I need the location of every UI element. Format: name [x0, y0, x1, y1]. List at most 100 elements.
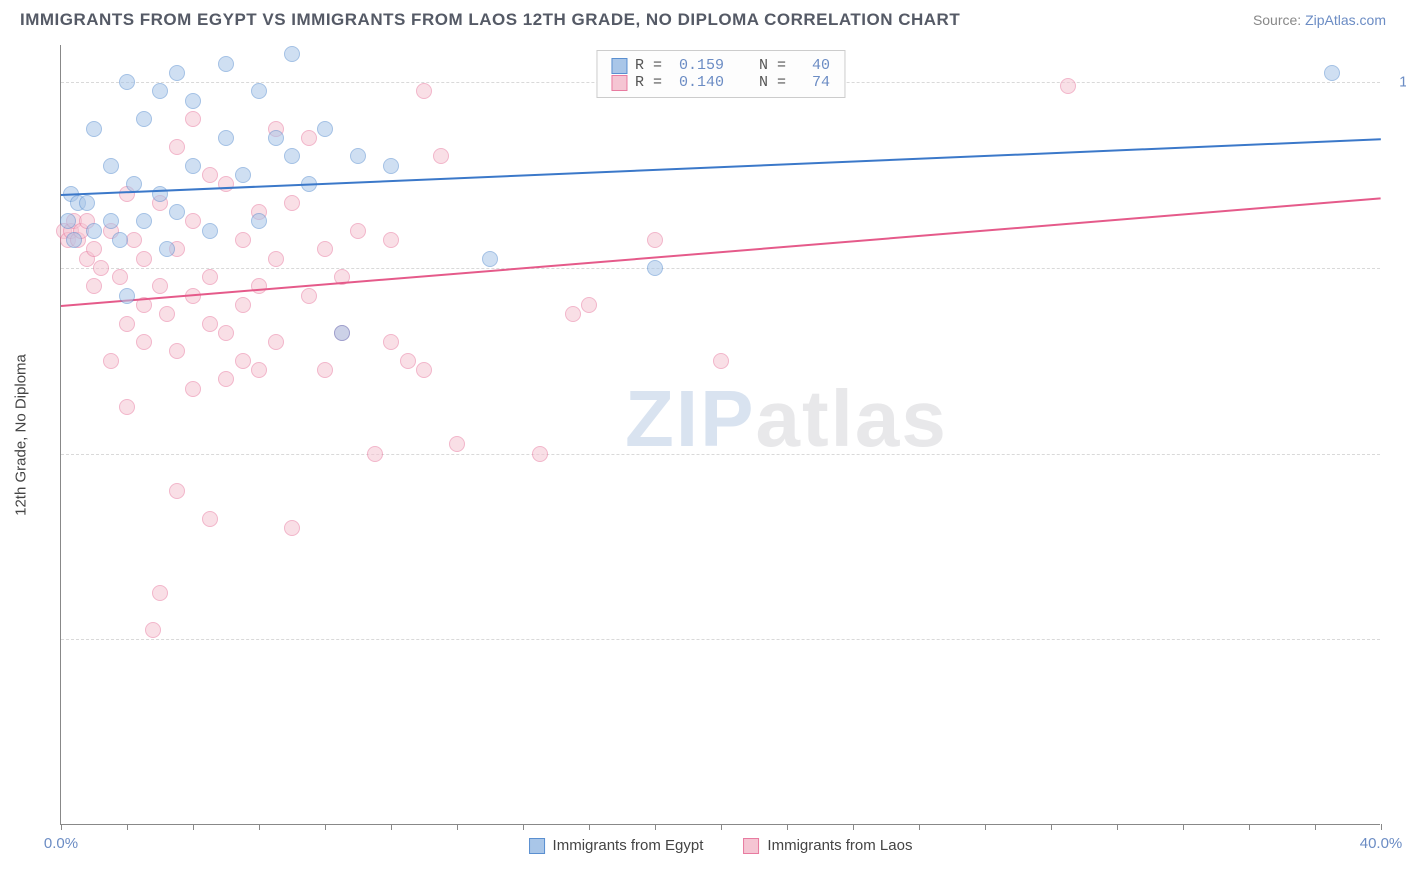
- scatter-point: [136, 334, 152, 350]
- scatter-point: [60, 213, 76, 229]
- scatter-point: [86, 223, 102, 239]
- scatter-point: [532, 446, 548, 462]
- scatter-point: [93, 260, 109, 276]
- scatter-point: [202, 223, 218, 239]
- scatter-point: [119, 74, 135, 90]
- x-tick-mark: [259, 824, 260, 830]
- gridline-horizontal: [61, 454, 1380, 455]
- scatter-point: [103, 353, 119, 369]
- scatter-point: [647, 232, 663, 248]
- scatter-point: [647, 260, 663, 276]
- legend-stat-row: R = 0.140 N = 74: [611, 74, 830, 91]
- scatter-point: [202, 316, 218, 332]
- x-tick-mark: [1117, 824, 1118, 830]
- gridline-horizontal: [61, 268, 1380, 269]
- legend-swatch: [529, 838, 545, 854]
- legend-bottom: Immigrants from EgyptImmigrants from Lao…: [529, 837, 913, 854]
- y-tick-label: 70.0%: [1390, 631, 1406, 648]
- x-tick-mark: [325, 824, 326, 830]
- scatter-point: [284, 46, 300, 62]
- x-tick-mark: [589, 824, 590, 830]
- x-tick-mark: [1051, 824, 1052, 830]
- scatter-point: [317, 362, 333, 378]
- scatter-point: [152, 83, 168, 99]
- legend-stat-row: R = 0.159 N = 40: [611, 57, 830, 74]
- scatter-point: [383, 334, 399, 350]
- scatter-point: [235, 167, 251, 183]
- scatter-point: [185, 213, 201, 229]
- scatter-point: [235, 232, 251, 248]
- legend-swatch: [743, 838, 759, 854]
- scatter-point: [251, 362, 267, 378]
- scatter-point: [185, 381, 201, 397]
- scatter-point: [1060, 78, 1076, 94]
- legend-swatch: [611, 58, 627, 74]
- scatter-point: [145, 622, 161, 638]
- legend-swatch: [611, 75, 627, 91]
- scatter-point: [86, 121, 102, 137]
- scatter-point: [581, 297, 597, 313]
- legend-series-item: Immigrants from Egypt: [529, 837, 704, 854]
- scatter-point: [218, 325, 234, 341]
- scatter-point: [86, 241, 102, 257]
- scatter-point: [159, 241, 175, 257]
- trend-line: [61, 138, 1381, 196]
- scatter-point: [185, 93, 201, 109]
- scatter-point: [235, 297, 251, 313]
- scatter-point: [383, 158, 399, 174]
- scatter-point: [334, 325, 350, 341]
- chart-title: IMMIGRANTS FROM EGYPT VS IMMIGRANTS FROM…: [20, 10, 960, 30]
- x-tick-mark: [853, 824, 854, 830]
- scatter-point: [251, 278, 267, 294]
- x-tick-mark: [919, 824, 920, 830]
- x-tick-mark: [1249, 824, 1250, 830]
- scatter-point: [416, 83, 432, 99]
- x-tick-mark: [391, 824, 392, 830]
- y-tick-label: 80.0%: [1390, 445, 1406, 462]
- x-tick-mark: [457, 824, 458, 830]
- scatter-point: [268, 251, 284, 267]
- x-tick-label: 0.0%: [44, 835, 78, 852]
- scatter-point: [416, 362, 432, 378]
- scatter-point: [1324, 65, 1340, 81]
- scatter-point: [251, 213, 267, 229]
- x-tick-mark: [985, 824, 986, 830]
- x-tick-mark: [1381, 824, 1382, 830]
- scatter-point: [218, 176, 234, 192]
- source-attribution: Source: ZipAtlas.com: [1253, 12, 1386, 28]
- x-tick-mark: [787, 824, 788, 830]
- x-tick-mark: [127, 824, 128, 830]
- scatter-point: [169, 139, 185, 155]
- scatter-point: [79, 195, 95, 211]
- scatter-point: [152, 186, 168, 202]
- scatter-point: [103, 213, 119, 229]
- scatter-point: [433, 148, 449, 164]
- scatter-point: [86, 278, 102, 294]
- legend-series-label: Immigrants from Egypt: [553, 837, 704, 854]
- scatter-point: [284, 148, 300, 164]
- scatter-point: [112, 232, 128, 248]
- scatter-point: [218, 56, 234, 72]
- scatter-point: [383, 232, 399, 248]
- scatter-point: [136, 251, 152, 267]
- scatter-point: [400, 353, 416, 369]
- gridline-horizontal: [61, 639, 1380, 640]
- scatter-point: [218, 371, 234, 387]
- scatter-point: [284, 520, 300, 536]
- scatter-point: [152, 278, 168, 294]
- y-tick-label: 100.0%: [1390, 74, 1406, 91]
- scatter-point: [119, 316, 135, 332]
- scatter-point: [185, 111, 201, 127]
- source-link[interactable]: ZipAtlas.com: [1305, 12, 1386, 28]
- legend-stats-box: R = 0.159 N = 40R = 0.140 N = 74: [596, 50, 845, 98]
- scatter-point: [169, 204, 185, 220]
- scatter-point: [449, 436, 465, 452]
- scatter-point: [202, 511, 218, 527]
- x-tick-mark: [61, 824, 62, 830]
- scatter-point: [119, 399, 135, 415]
- scatter-point: [185, 158, 201, 174]
- scatter-point: [169, 65, 185, 81]
- scatter-point: [565, 306, 581, 322]
- scatter-point: [202, 167, 218, 183]
- scatter-point: [350, 223, 366, 239]
